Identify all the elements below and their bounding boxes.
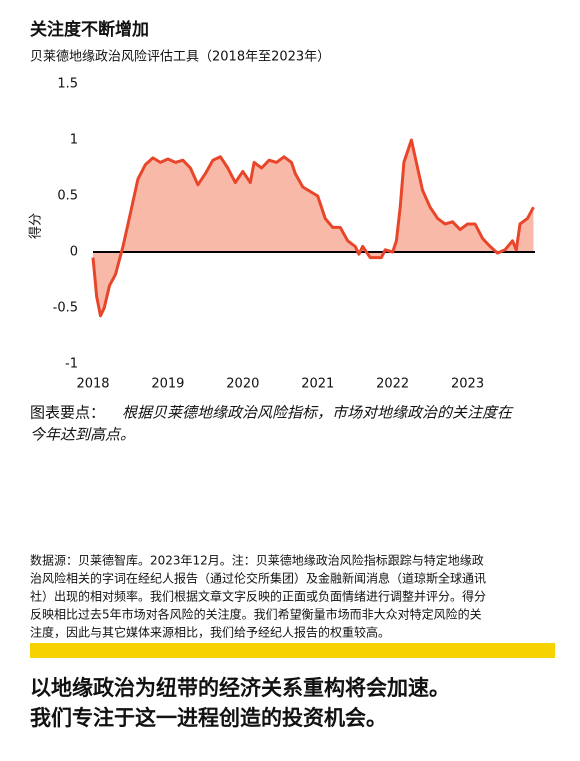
x-tick-label: 2023 [451,377,484,392]
source-note: 反映相比过去5年市场对各风险的关注度。我们希望衡量市场而非大众对特定风险的关 [30,607,482,622]
takeaway-text: 根据贝莱德地缘政治风险指标，市场对地缘政治的关注度在 [122,404,514,422]
area [93,140,534,316]
source-note: 注度，因此与其它媒体来源相比，我们给予经纪人报告的权重较高。 [30,625,390,640]
y-tick-label: 1 [70,133,78,148]
y-tick-label: 1.5 [57,77,78,92]
y-tick-label: -1 [65,357,78,372]
y-tick-label: 0 [70,245,78,260]
source-note: 社）出现的相对频率。我们根据文章文字反映的正面或负面情绪进行调整并评分。得分 [30,589,486,604]
line [91,138,535,318]
y-tick-label: -0.5 [53,301,78,316]
y-axis-label: 得分 [28,213,44,239]
x-tick-label: 2021 [301,377,334,392]
accent-bar [30,643,555,658]
x-tick-label: 2022 [376,377,409,392]
y-tick-label: 0.5 [57,189,78,204]
chart-subtitle: 贝莱德地缘政治风险评估工具（2018年至2023年） [30,50,330,65]
x-tick-label: 2018 [76,377,109,392]
source-note: 数据源：贝莱德智库。2023年12月。注：贝莱德地缘政治风险指标跟踪与特定地缘政 [30,553,484,568]
headline: 我们专注于这一进程创造的投资机会。 [30,706,387,730]
chart-title: 关注度不断增加 [30,19,149,40]
x-tick-label: 2019 [151,377,184,392]
headline: 以地缘政治为纽带的经济关系重构将会加速。 [30,676,450,700]
x-tick-label: 2020 [226,377,259,392]
takeaway-text: 今年达到高点。 [30,426,135,444]
takeaway-label: 图表要点： [30,404,105,422]
source-note: 治风险相关的字词在经纪人报告（通过伦交所集团）及金融新闻消息（道琼斯全球通讯 [30,571,486,586]
